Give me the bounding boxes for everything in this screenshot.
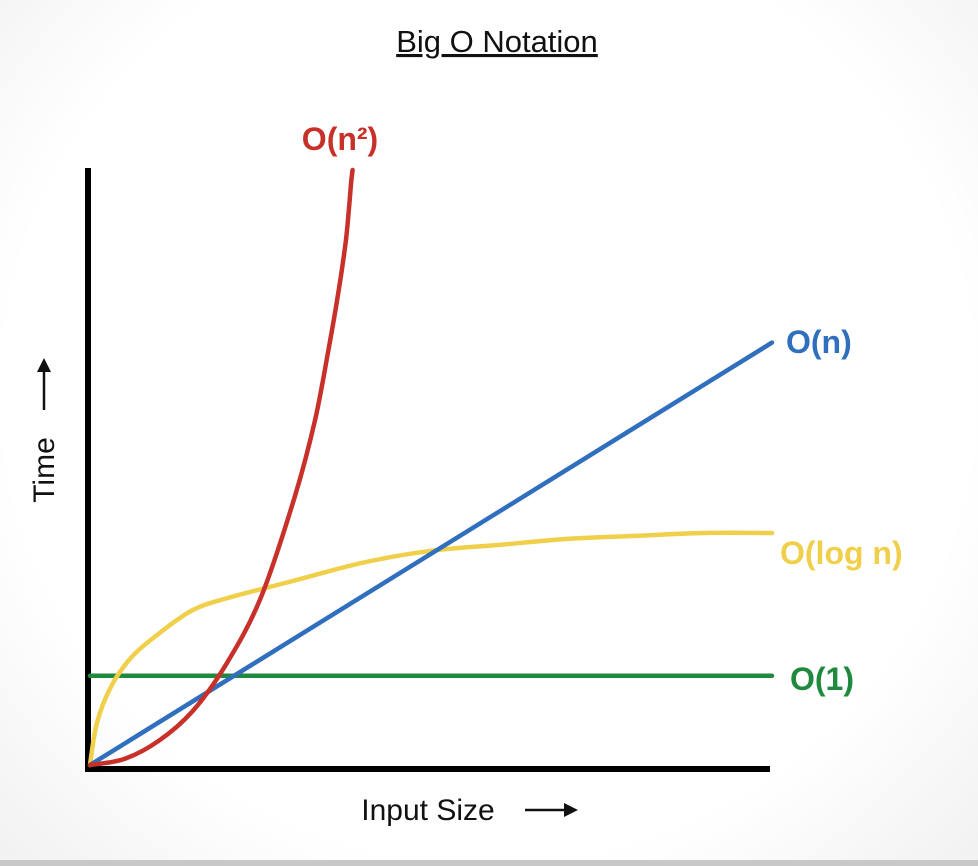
y-axis-arrow-icon bbox=[37, 358, 51, 410]
y-axis-label: Time bbox=[28, 437, 61, 503]
series-labels: O(n²) O(n) O(log n) O(1) bbox=[302, 121, 903, 697]
series-line-n-squared bbox=[87, 167, 355, 768]
x-axis-label: Input Size bbox=[361, 794, 494, 827]
series-label-n-squared: O(n²) bbox=[302, 121, 378, 157]
chart-title: Big O Notation bbox=[396, 24, 598, 59]
x-axis-arrow-icon bbox=[525, 803, 578, 817]
series-layer bbox=[87, 167, 775, 768]
series-line-log-n bbox=[87, 530, 775, 768]
series-label-log-n: O(log n) bbox=[780, 535, 903, 571]
series-label-constant: O(1) bbox=[790, 661, 854, 697]
bottom-edge bbox=[0, 860, 978, 866]
series-line-n bbox=[87, 340, 775, 768]
series-label-n: O(n) bbox=[786, 324, 852, 360]
